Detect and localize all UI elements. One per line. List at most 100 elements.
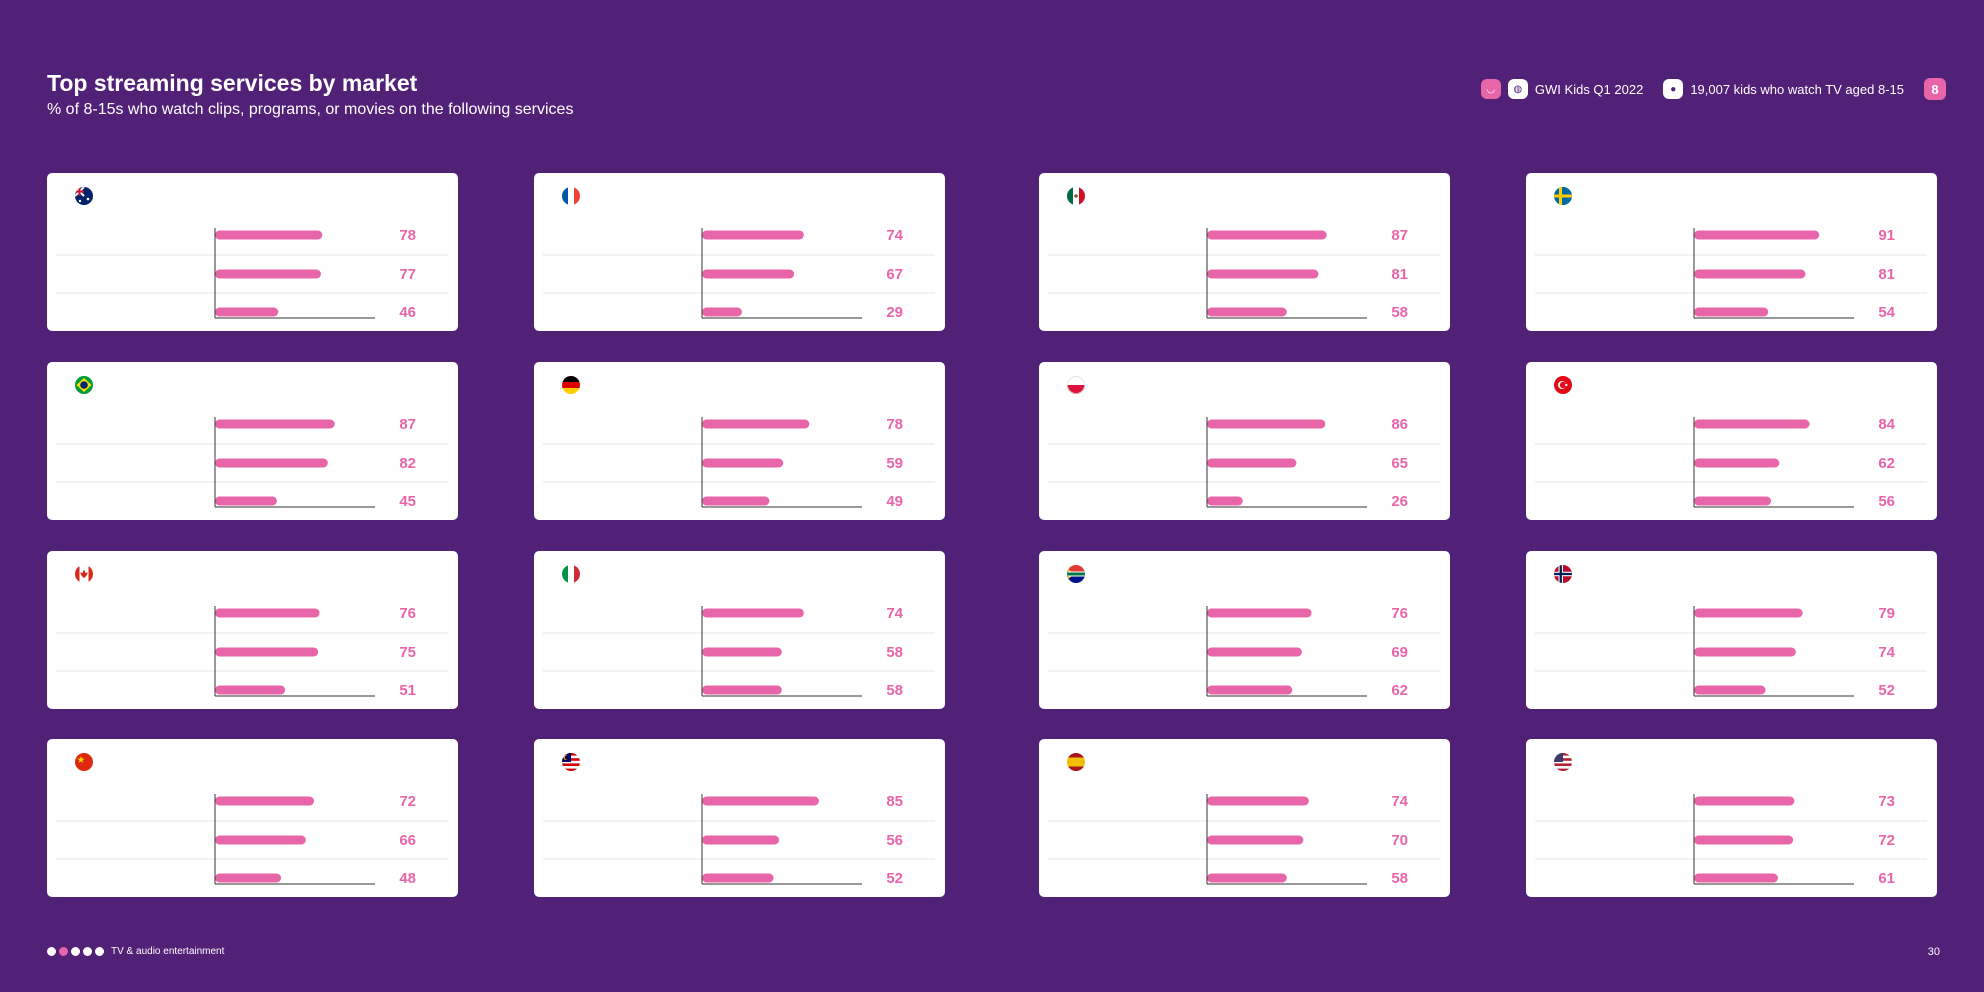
bar (1694, 796, 1795, 806)
bar (702, 685, 782, 695)
market-chart-card: 74 67 29 (534, 173, 945, 331)
bar-value-label: 58 (886, 682, 903, 699)
bar-chart: 72 66 48 (56, 793, 448, 887)
bar-value-label: 77 (399, 266, 416, 283)
bar-value-label: 74 (886, 227, 903, 244)
bar-value-label: 76 (1391, 605, 1408, 622)
bar-value-label: 56 (886, 832, 903, 849)
france-flag-icon (562, 187, 580, 205)
page-title: Top streaming services by market (47, 70, 418, 96)
mexico-flag-icon (1067, 187, 1085, 205)
spain-flag-icon (1067, 753, 1085, 771)
bar-chart: 87 82 45 (56, 416, 448, 510)
bar (215, 230, 323, 240)
bar (215, 307, 279, 317)
bar-value-label: 58 (1391, 304, 1408, 321)
bar (215, 796, 315, 806)
bar-value-label: 81 (1391, 266, 1408, 283)
bar (1207, 685, 1293, 695)
bar (215, 496, 277, 506)
bar (702, 458, 784, 468)
bar (215, 685, 286, 695)
bar (702, 496, 770, 506)
market-chart-card: 73 72 61 (1526, 739, 1937, 897)
nav-dot-active[interactable] (59, 947, 68, 956)
bar-value-label: 67 (886, 266, 903, 283)
norway-flag-icon (1554, 565, 1572, 583)
bar-value-label: 84 (1878, 416, 1895, 433)
italy-flag-icon (562, 565, 580, 583)
bar-value-label: 56 (1878, 493, 1895, 510)
bar (702, 419, 810, 429)
market-chart-card: 74 70 58 (1039, 739, 1450, 897)
bar-chart: 85 56 52 (543, 793, 935, 887)
market-chart-card: 78 77 46 (47, 173, 458, 331)
bar-chart: 86 65 26 (1048, 416, 1440, 510)
question-badge: 8 (1924, 78, 1946, 100)
bar (1694, 647, 1796, 657)
market-chart-card: 74 58 58 (534, 551, 945, 709)
bar (702, 307, 742, 317)
bar (1207, 230, 1327, 240)
bar-chart: 84 62 56 (1535, 416, 1927, 510)
bar (215, 873, 282, 883)
nav-dot[interactable] (95, 947, 104, 956)
bar (1207, 647, 1302, 657)
bar-value-label: 78 (399, 227, 416, 244)
bar-value-label: 51 (399, 682, 416, 699)
bar (1207, 458, 1297, 468)
bar-chart: 74 67 29 (543, 227, 935, 321)
bar-value-label: 46 (399, 304, 416, 321)
nav-dot[interactable] (47, 947, 56, 956)
bar-chart: 76 75 51 (56, 605, 448, 699)
market-chart-card: 79 74 52 (1526, 551, 1937, 709)
bar-value-label: 29 (886, 304, 903, 321)
sweden-flag-icon (1554, 187, 1572, 205)
bar (1694, 419, 1810, 429)
bar-value-label: 49 (886, 493, 903, 510)
bar (1694, 269, 1806, 279)
bar-value-label: 52 (886, 870, 903, 887)
bar (1207, 269, 1319, 279)
bar-chart: 78 59 49 (543, 416, 935, 510)
bar-value-label: 54 (1878, 304, 1895, 321)
bar-value-label: 86 (1391, 416, 1408, 433)
bar-value-label: 58 (886, 644, 903, 661)
bar-value-label: 74 (1878, 644, 1895, 661)
nav-dot[interactable] (83, 947, 92, 956)
bar-value-label: 87 (1391, 227, 1408, 244)
bar (1694, 873, 1778, 883)
market-chart-card: 87 81 58 (1039, 173, 1450, 331)
germany-flag-icon (562, 376, 580, 394)
source-info: ◡ ◍ GWI Kids Q1 2022 ● 19,007 kids who w… (1480, 78, 1946, 100)
bar-value-label: 78 (886, 416, 903, 433)
bar-value-label: 85 (886, 793, 903, 810)
market-chart-card: 87 82 45 (47, 362, 458, 520)
bar (702, 269, 795, 279)
bar-value-label: 76 (399, 605, 416, 622)
bar-value-label: 65 (1391, 455, 1408, 472)
market-chart-card: 76 69 62 (1039, 551, 1450, 709)
globe-icon: ◍ (1507, 79, 1528, 99)
bar-chart: 76 69 62 (1048, 605, 1440, 699)
bar-value-label: 69 (1391, 644, 1408, 661)
people-icon: ● (1663, 79, 1684, 99)
bar-value-label: 81 (1878, 266, 1895, 283)
bar (215, 608, 320, 618)
nav-dot[interactable] (71, 947, 80, 956)
market-chart-card: 78 59 49 (534, 362, 945, 520)
bar-value-label: 75 (399, 644, 416, 661)
market-chart-card: 86 65 26 (1039, 362, 1450, 520)
bar-chart: 74 58 58 (543, 605, 935, 699)
bar-chart: 73 72 61 (1535, 793, 1927, 887)
bar-chart: 91 81 54 (1535, 227, 1927, 321)
bar (1207, 419, 1326, 429)
section-label: TV & audio entertainment (111, 946, 225, 957)
bar-value-label: 62 (1391, 682, 1408, 699)
bar (702, 796, 819, 806)
bar-value-label: 79 (1878, 605, 1895, 622)
source-label: GWI Kids Q1 2022 (1534, 81, 1644, 97)
bar (702, 835, 780, 845)
malaysia-flag-icon (562, 753, 580, 771)
bar (215, 419, 335, 429)
